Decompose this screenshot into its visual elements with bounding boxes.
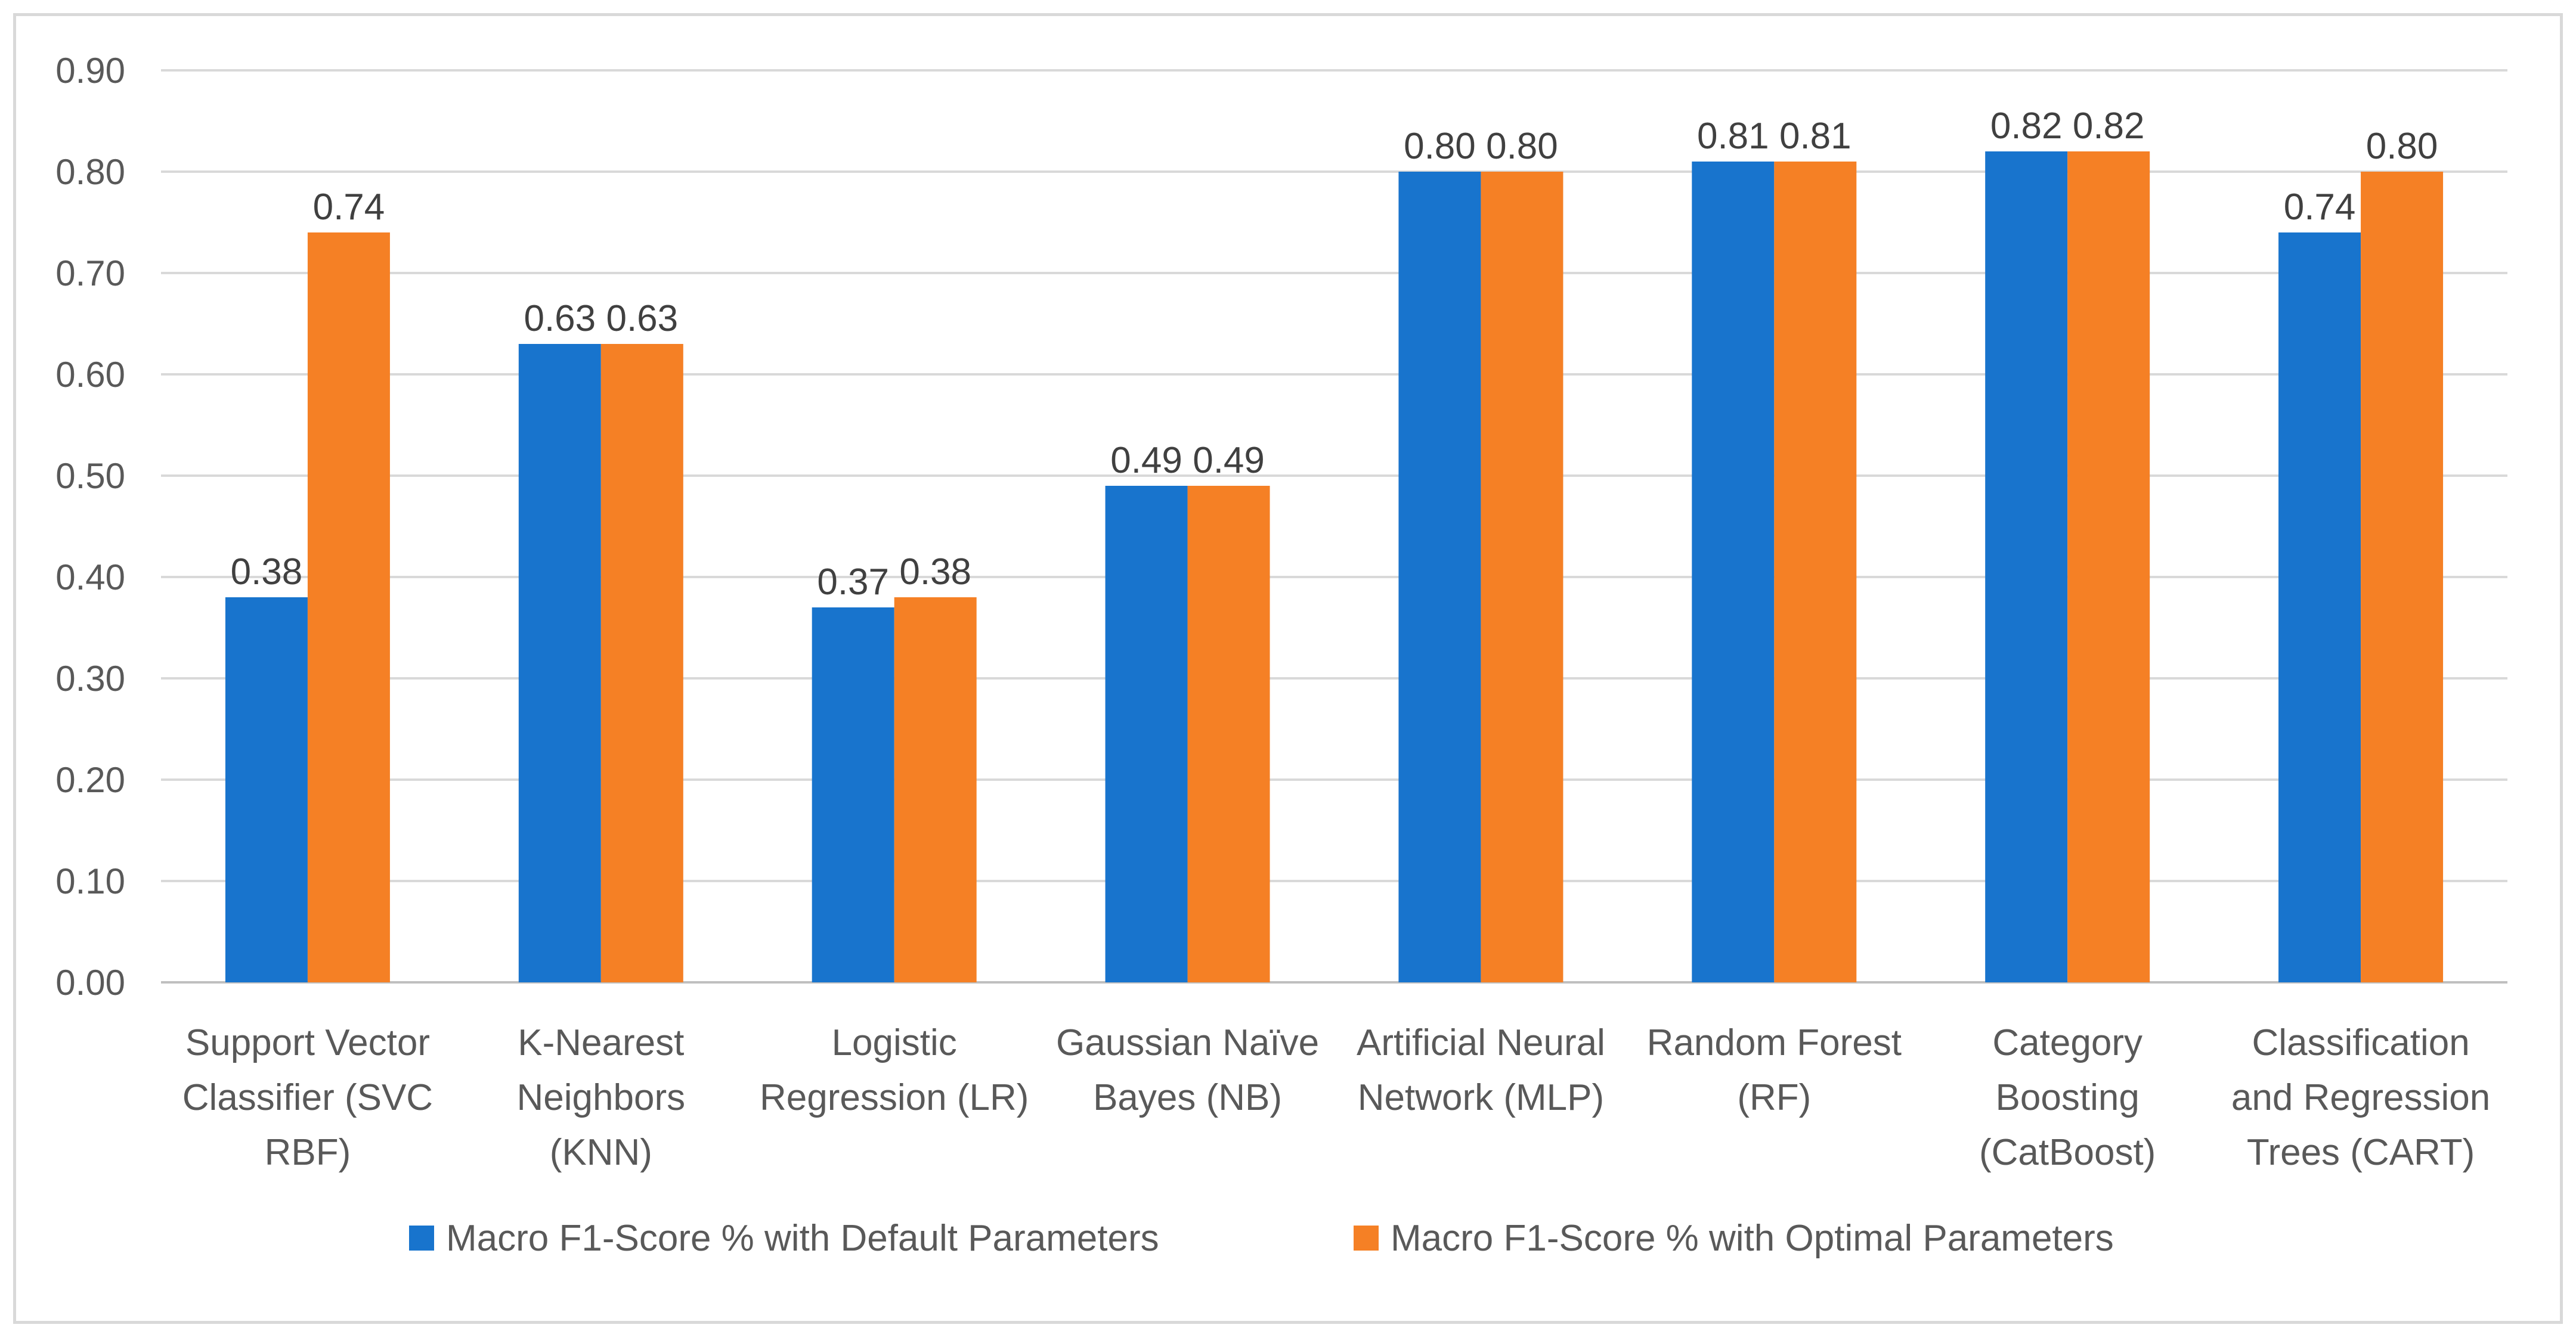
x-category-label-line: (RF) xyxy=(1737,1077,1811,1118)
x-category-label-line: RBF) xyxy=(265,1132,351,1173)
x-category-label-line: Random Forest xyxy=(1647,1022,1902,1063)
x-category-label-line: Classification xyxy=(2252,1022,2469,1063)
y-tick-label: 0.20 xyxy=(55,760,125,800)
bar-optimal[interactable] xyxy=(1187,486,1270,982)
bar-optimal[interactable] xyxy=(307,232,390,982)
y-tick-label: 0.00 xyxy=(55,963,125,1003)
x-category-label: Category Boosting (CatBoost) xyxy=(1979,1022,2156,1173)
bar-default[interactable] xyxy=(225,597,308,982)
data-label: 0.38 xyxy=(899,551,971,593)
data-label: 0.82 xyxy=(2073,106,2145,147)
data-label: 0.38 xyxy=(231,551,303,593)
y-tick-label: 0.50 xyxy=(55,456,125,496)
bar-default[interactable] xyxy=(1105,486,1188,982)
x-category-label: Classification and Regression Trees (CART) xyxy=(2231,1022,2490,1173)
x-category-label-line: Regression (LR) xyxy=(760,1077,1029,1118)
bar-optimal[interactable] xyxy=(2067,151,2150,982)
x-category-label-line: Category xyxy=(1992,1022,2142,1063)
bar-optimal[interactable] xyxy=(600,344,683,982)
data-label: 0.37 xyxy=(817,562,889,603)
bar-default[interactable] xyxy=(1985,151,2068,982)
x-category-label-line: Boosting xyxy=(1996,1077,2140,1118)
x-category-label-line: Artificial Neural xyxy=(1357,1022,1605,1063)
bar-default[interactable] xyxy=(1398,172,1481,982)
x-category-label: Artificial Neural Network (MLP) xyxy=(1357,1022,1605,1118)
x-category-label-line: K-Nearest xyxy=(518,1022,684,1063)
x-category-label-line: (KNN) xyxy=(550,1132,652,1173)
data-label: 0.80 xyxy=(2366,126,2438,167)
x-category-label: Random Forest (RF) xyxy=(1647,1022,1902,1118)
y-tick-label: 0.60 xyxy=(55,355,125,395)
data-label: 0.80 xyxy=(1486,126,1558,167)
x-category-label-line: Network (MLP) xyxy=(1358,1077,1604,1118)
chart-frame xyxy=(13,13,2563,1324)
legend-label-default[interactable]: Macro F1-Score % with Default Parameters xyxy=(446,1218,1159,1259)
x-category-label-line: Logistic xyxy=(832,1022,957,1063)
x-category-label-line: Classifier (SVC xyxy=(182,1077,433,1118)
legend-swatch-default[interactable] xyxy=(409,1226,434,1251)
data-label: 0.49 xyxy=(1110,440,1182,481)
y-tick-label: 0.10 xyxy=(55,861,125,901)
y-tick-label: 0.30 xyxy=(55,659,125,699)
x-category-label-line: Trees (CART) xyxy=(2247,1132,2475,1173)
y-tick-label: 0.40 xyxy=(55,557,125,597)
bar-default[interactable] xyxy=(518,344,601,982)
data-label: 0.74 xyxy=(313,187,385,228)
y-tick-label: 0.90 xyxy=(55,51,125,91)
data-label: 0.63 xyxy=(606,298,678,339)
data-label: 0.80 xyxy=(1404,126,1476,167)
data-label: 0.63 xyxy=(524,298,596,339)
bar-default[interactable] xyxy=(2278,232,2361,982)
data-label: 0.81 xyxy=(1779,116,1852,157)
y-tick-label: 0.80 xyxy=(55,152,125,192)
x-category-label: K-Nearest Neighbors (KNN) xyxy=(517,1022,686,1173)
legend-label-optimal[interactable]: Macro F1-Score % with Optimal Parameters xyxy=(1391,1218,2114,1259)
y-tick-label: 0.70 xyxy=(55,253,125,293)
data-label: 0.81 xyxy=(1697,116,1769,157)
x-category-label-line: Support Vector xyxy=(185,1022,430,1063)
bar-optimal[interactable] xyxy=(894,597,977,982)
x-category-label-line: and Regression xyxy=(2231,1077,2490,1118)
bar-optimal[interactable] xyxy=(1774,162,1857,982)
bar-optimal[interactable] xyxy=(2361,172,2444,982)
legend-swatch-optimal[interactable] xyxy=(1354,1226,1379,1251)
bar-default[interactable] xyxy=(812,607,894,982)
x-category-label: Gaussian Naïve Bayes (NB) xyxy=(1056,1022,1319,1118)
x-category-label-line: Bayes (NB) xyxy=(1093,1077,1282,1118)
data-label: 0.82 xyxy=(1990,106,2063,147)
bar-default[interactable] xyxy=(1692,162,1775,982)
x-category-label-line: Neighbors xyxy=(517,1077,686,1118)
data-label: 0.74 xyxy=(2284,187,2356,228)
x-category-label-line: (CatBoost) xyxy=(1979,1132,2156,1173)
data-label: 0.49 xyxy=(1193,440,1265,481)
x-category-label: Logistic Regression (LR) xyxy=(760,1022,1029,1118)
x-category-label-line: Gaussian Naïve xyxy=(1056,1022,1319,1063)
bar-optimal[interactable] xyxy=(1481,172,1563,982)
x-category-label: Support Vector Classifier (SVC RBF) xyxy=(182,1022,433,1173)
